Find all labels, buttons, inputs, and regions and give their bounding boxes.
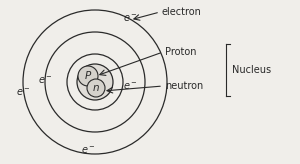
Text: P: P [85,71,91,81]
Text: neutron: neutron [165,81,203,91]
Text: $e^-$: $e^-$ [38,74,52,85]
Text: $e^-$: $e^-$ [123,12,137,23]
Circle shape [77,64,113,100]
Text: Proton: Proton [165,47,196,57]
Text: $e^-$: $e^-$ [123,81,137,92]
Text: electron: electron [162,7,202,17]
Circle shape [87,79,105,97]
Text: $e^-$: $e^-$ [81,144,95,155]
Circle shape [78,66,98,86]
Text: Nucleus: Nucleus [232,65,271,75]
Text: n: n [93,83,99,93]
Text: $e^-$: $e^-$ [16,86,30,98]
